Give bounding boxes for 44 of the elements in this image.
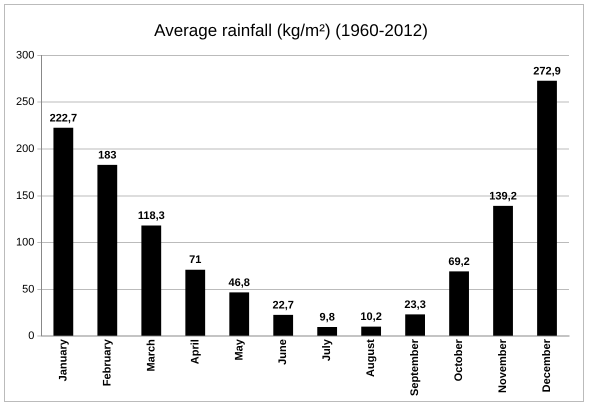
y-tick-label: 100 [16, 236, 34, 249]
data-label: 9,8 [320, 312, 335, 324]
y-tick-label: 150 [16, 190, 34, 202]
data-label: 139,2 [489, 190, 517, 202]
data-label: 22,7 [272, 299, 294, 312]
data-label: 23,3 [404, 298, 426, 311]
x-tick-label: August [365, 338, 378, 378]
bar [185, 270, 206, 336]
bar [361, 326, 382, 336]
bar [97, 164, 118, 336]
chart-title: Average rainfall (kg/m²) (1960-2012) [154, 20, 428, 40]
y-tick-label: 0 [28, 330, 34, 342]
bar [53, 128, 74, 336]
bar [317, 326, 338, 336]
data-label: 71 [189, 254, 202, 266]
x-tick-label: January [57, 338, 70, 382]
data-label: 222,7 [50, 112, 78, 124]
y-tick-label: 50 [22, 283, 34, 296]
x-tick-label: May [233, 338, 246, 361]
bar [273, 314, 294, 336]
x-tick-label: October [453, 338, 466, 382]
x-tick-label: November [497, 338, 510, 393]
y-tick-label: 250 [16, 96, 34, 108]
x-tick-label: February [101, 338, 114, 386]
x-tick-label: March [145, 338, 158, 372]
y-tick-label: 200 [16, 143, 34, 156]
data-label: 183 [98, 149, 116, 162]
bar [537, 80, 557, 336]
y-tick-label: 300 [16, 49, 34, 62]
bar [493, 206, 513, 336]
bar [405, 314, 425, 336]
data-label: 69,2 [448, 256, 470, 268]
data-label: 10,2 [360, 311, 382, 324]
bar [141, 225, 162, 336]
x-tick-label: December [541, 338, 554, 392]
data-label: 118,3 [138, 210, 165, 222]
x-tick-label: April [189, 339, 202, 364]
bar [449, 271, 469, 336]
data-label: 46,8 [228, 276, 250, 289]
x-tick-label: September [409, 338, 422, 396]
bar [229, 292, 250, 336]
x-tick-label: June [277, 339, 290, 365]
x-tick-label: July [321, 338, 334, 362]
data-label: 272,9 [533, 65, 561, 78]
